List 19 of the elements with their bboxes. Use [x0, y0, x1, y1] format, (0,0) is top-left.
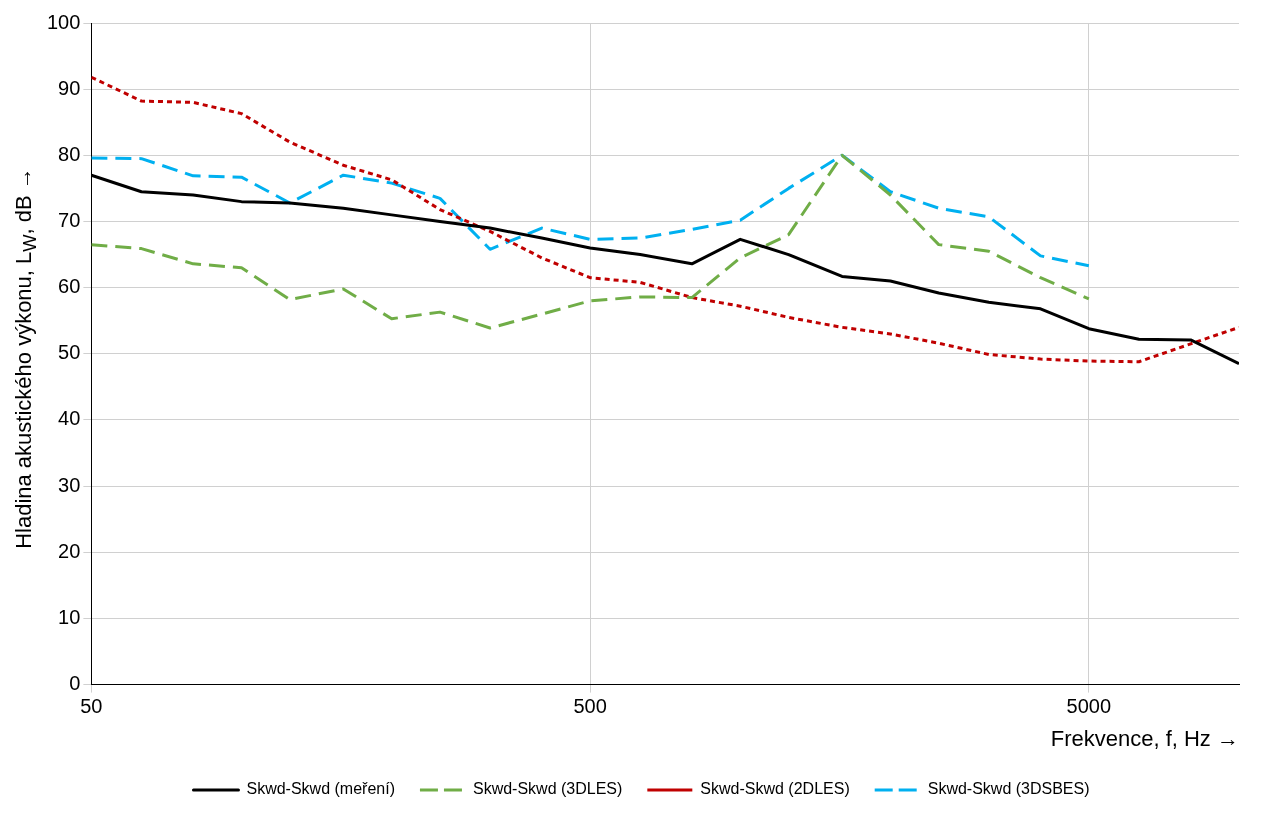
- y-tick-label: 10: [58, 605, 81, 628]
- x-axis-title: Frekvence, f, Hz →: [1050, 725, 1239, 751]
- legend-label: Skwd-Skwd (3DSBES): [927, 780, 1090, 798]
- legend-label: Skwd-Skwd (2DLES): [700, 780, 850, 798]
- x-tick-label: 50: [80, 695, 103, 718]
- legend-label: Skwd-Skwd (3DLES): [472, 780, 623, 798]
- y-tick-label: 100: [46, 10, 81, 33]
- y-tick-label: 50: [58, 341, 81, 364]
- x-tick-label: 5000: [1066, 695, 1112, 718]
- y-tick-label: 30: [58, 473, 81, 496]
- y-tick-label: 70: [58, 209, 81, 231]
- y-tick-label: 20: [58, 539, 81, 562]
- y-tick-label: 90: [58, 76, 81, 99]
- y-tick-label: 0: [69, 672, 81, 695]
- y-tick-label: 80: [58, 142, 81, 165]
- legend-label: Skwd-Skwd (meření): [246, 780, 395, 798]
- y-tick-label: 40: [58, 407, 81, 430]
- x-tick-label: 500: [573, 695, 607, 718]
- y-tick-label: 60: [58, 275, 81, 298]
